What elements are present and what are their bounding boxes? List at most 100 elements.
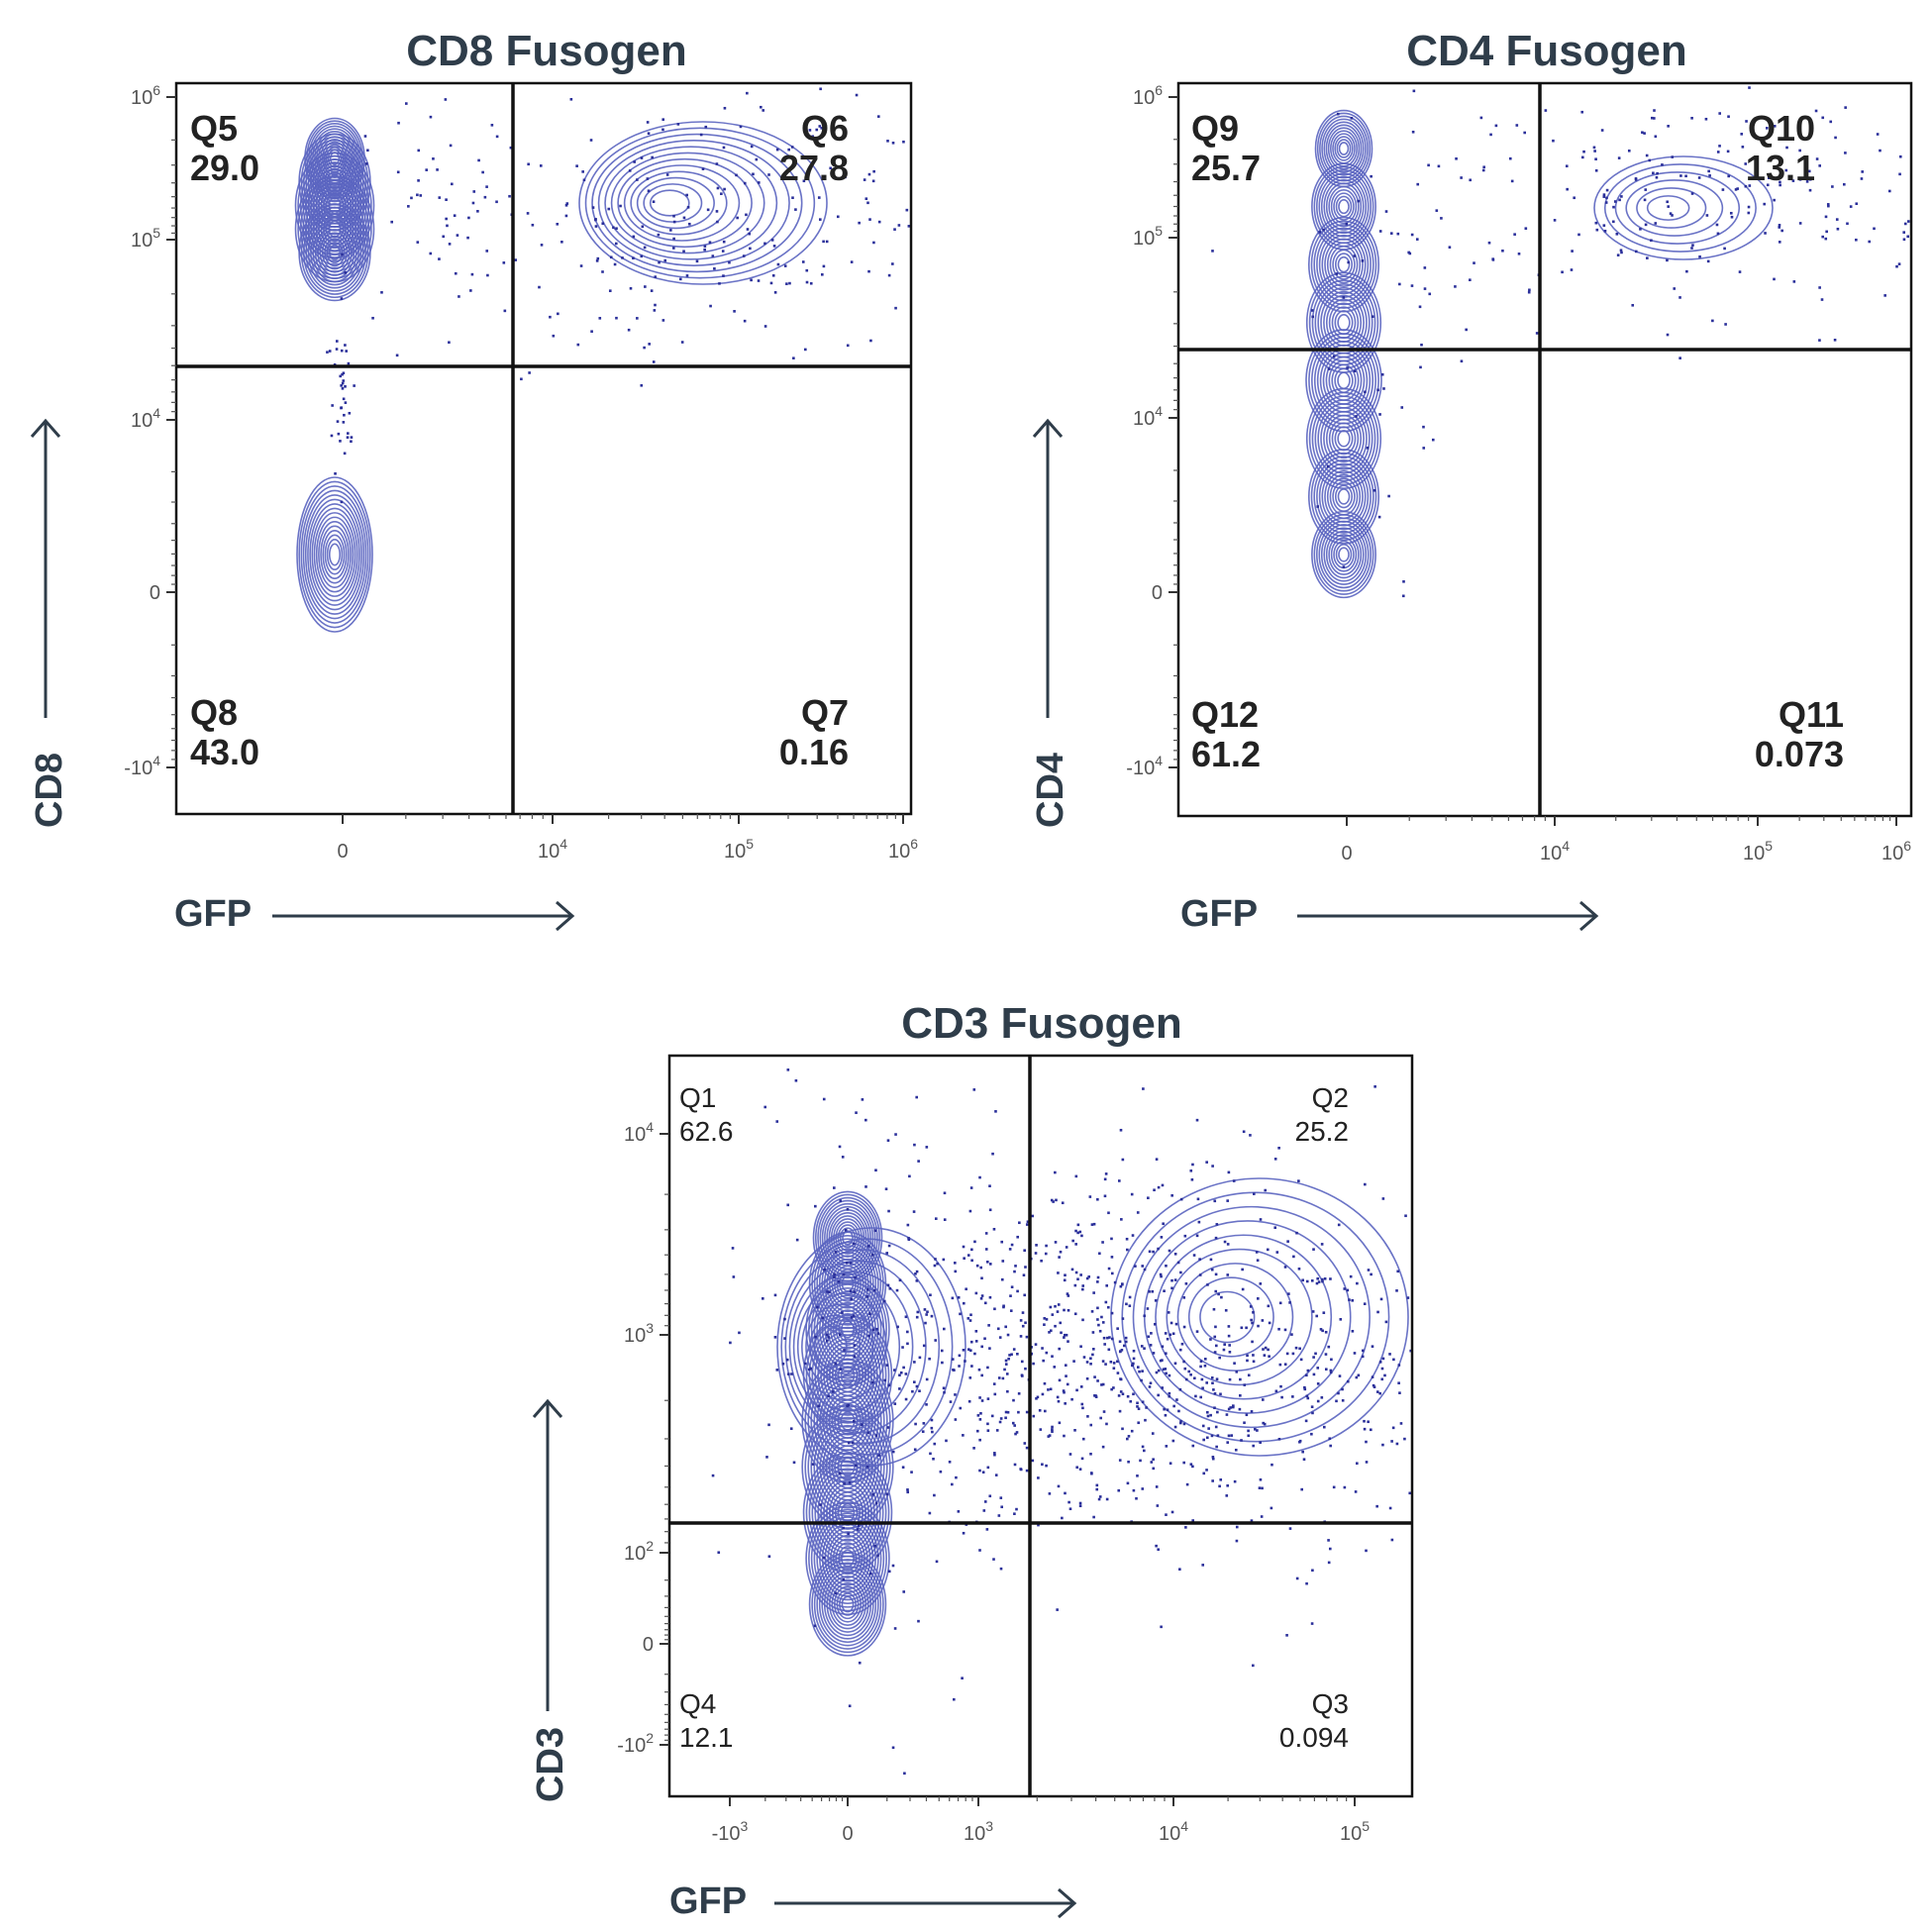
cd8-neg-contour: [304, 494, 365, 615]
gfp-cd8-dot: [601, 222, 605, 225]
cd3-side-dot: [925, 1146, 929, 1149]
gfp-cd3-mid-dot: [1230, 1434, 1234, 1437]
gfp-cd4-dot: [1708, 174, 1711, 177]
cd3-contour: [827, 1301, 868, 1358]
gfp-cd8-dot: [598, 317, 602, 320]
cd4-side-dot: [1411, 130, 1415, 134]
gfp-cd3-dot: [1211, 1457, 1215, 1461]
gfp-cd3-mid-dot: [1184, 1282, 1188, 1285]
cd8-neg-contour: [320, 525, 350, 584]
cd3-side-dot: [843, 1349, 846, 1352]
quadrant-name-q11: Q11: [1779, 694, 1844, 735]
cd4-side-dot: [1366, 447, 1370, 450]
gfp-cd3-mid-dot: [1213, 1335, 1217, 1339]
gfp-cd3-mid-dot: [871, 1328, 875, 1332]
gfp-cd4-dot: [1773, 198, 1776, 202]
gfp-cd3-dot: [1116, 1327, 1119, 1330]
gfp-cd3-mid-dot: [1126, 1481, 1130, 1485]
gfp-cd3-dot: [1277, 1437, 1281, 1441]
gfp-cd3-dot: [1214, 1236, 1218, 1240]
gfp-cd3-mid-dot: [1057, 1303, 1061, 1306]
mid-dot: [466, 236, 469, 240]
gfp-cd8-dot: [722, 240, 726, 244]
cd3-side-dot: [841, 1156, 845, 1159]
gfp-cd3-mid-dot: [954, 1393, 957, 1396]
gfp-cd3-mid-dot: [717, 1551, 721, 1555]
gfp-cd3-dot: [1096, 1379, 1099, 1382]
gfp-cd3-mid-dot: [1164, 1332, 1168, 1335]
gfp-cd4-dot: [1833, 339, 1837, 342]
gfp-cd3-mid-dot: [1081, 1437, 1085, 1441]
gfp-cd3-mid-dot: [1270, 1506, 1273, 1510]
cd8-bridge-dot: [343, 452, 347, 456]
gfp-cd4-dot: [1906, 235, 1910, 239]
gfp-cd3-mid-dot: [1127, 1460, 1130, 1464]
gfp-cd3-mid-dot: [1150, 1332, 1153, 1335]
gfp-cd3-mid-dot: [1062, 1389, 1066, 1392]
gfp-cd8-dot: [713, 267, 716, 270]
gfp-cd8-dot: [672, 247, 675, 250]
gfp-cd3-dot: [1316, 1399, 1320, 1403]
gfp-cd3-mid-dot: [1011, 1421, 1015, 1425]
cd3-side-dot: [761, 1297, 764, 1300]
cd3-side-dot: [850, 1316, 854, 1319]
gfp-cd3-dot: [1178, 1348, 1182, 1352]
cd4-contour: [1308, 391, 1379, 486]
gfp-cd3-mid-dot: [1091, 1353, 1094, 1357]
gfp-cd3-mid-dot: [1074, 1243, 1077, 1246]
gfp-cd4-dot: [1818, 164, 1822, 167]
gfp-cd3-mid-dot: [1038, 1408, 1042, 1412]
cd3-side-dot: [864, 1118, 867, 1122]
gfp-cd4-dot: [1818, 286, 1821, 289]
gfp-cd4-dot: [1903, 222, 1907, 226]
gfp-cd3-mid-dot: [1049, 1305, 1053, 1309]
cd3-side-dot: [868, 1572, 872, 1576]
x-axis-label: GFP: [669, 1881, 747, 1922]
cd4-side-dot: [1431, 438, 1435, 442]
gfp-cd3-mid-dot: [1023, 1249, 1026, 1253]
gfp-cd8-dot: [450, 182, 454, 186]
cd4-contour: [1335, 544, 1353, 565]
gfp-cd3-mid-dot: [1092, 1222, 1096, 1226]
gfp-cd8-contour: [610, 152, 765, 254]
gfp-cd8-dot: [565, 202, 569, 205]
gfp-cd3-mid-dot: [1110, 1311, 1114, 1315]
gfp-cd4-dot: [1437, 164, 1441, 168]
gfp-cd8-dot: [538, 285, 541, 289]
gfp-cd4-dot: [1798, 177, 1802, 181]
gfp-cd3-mid-dot: [803, 1362, 807, 1366]
gfp-cd3-mid-dot: [934, 1217, 938, 1220]
gfp-cd3-mid-dot: [1078, 1468, 1082, 1471]
gfp-cd3-mid-dot: [1121, 1317, 1125, 1320]
gfp-cd8-dot: [905, 208, 909, 212]
gfp-cd3-dot: [1240, 1439, 1243, 1442]
gfp-cd3-dot: [973, 1352, 976, 1356]
gfp-cd8-dot: [678, 277, 682, 281]
gfp-cd3-dot: [1361, 1349, 1365, 1353]
gfp-cd4-contour: [1646, 195, 1690, 221]
gfp-cd4-dot: [1552, 139, 1555, 143]
gfp-cd3-dot: [1367, 1420, 1370, 1424]
cd3-side-dot: [834, 1591, 838, 1595]
gfp-cd8-dot: [627, 328, 631, 332]
mid-dot: [449, 144, 453, 148]
gfp-cd3-mid-dot: [998, 1336, 1002, 1339]
gfp-cd3-dot: [1243, 1383, 1247, 1386]
gfp-cd3-mid-dot: [787, 1373, 790, 1375]
cd3-contour: [839, 1592, 857, 1616]
gfp-cd3-mid-dot: [1010, 1285, 1014, 1289]
cd3-side-dot: [847, 1532, 850, 1536]
gfp-cd3-mid-dot: [942, 1258, 946, 1262]
gfp-cd3-mid-dot: [1119, 1390, 1123, 1393]
gfp-cd3-dot: [1225, 1494, 1229, 1497]
gfp-cd3-mid-dot: [983, 1337, 986, 1341]
cd3-side-dot: [856, 1528, 860, 1531]
gfp-cd4-dot: [1602, 224, 1606, 227]
gfp-cd3-mid-dot: [986, 1397, 990, 1400]
gfp-cd3-mid-dot: [1203, 1358, 1207, 1361]
gfp-cd3-dot: [1239, 1377, 1242, 1381]
gfp-cd8-dot: [770, 239, 774, 242]
gfp-cd3-dot: [1339, 1318, 1343, 1321]
cd8-pos-contour: [305, 213, 364, 292]
gfp-cd8-dot: [746, 91, 749, 95]
